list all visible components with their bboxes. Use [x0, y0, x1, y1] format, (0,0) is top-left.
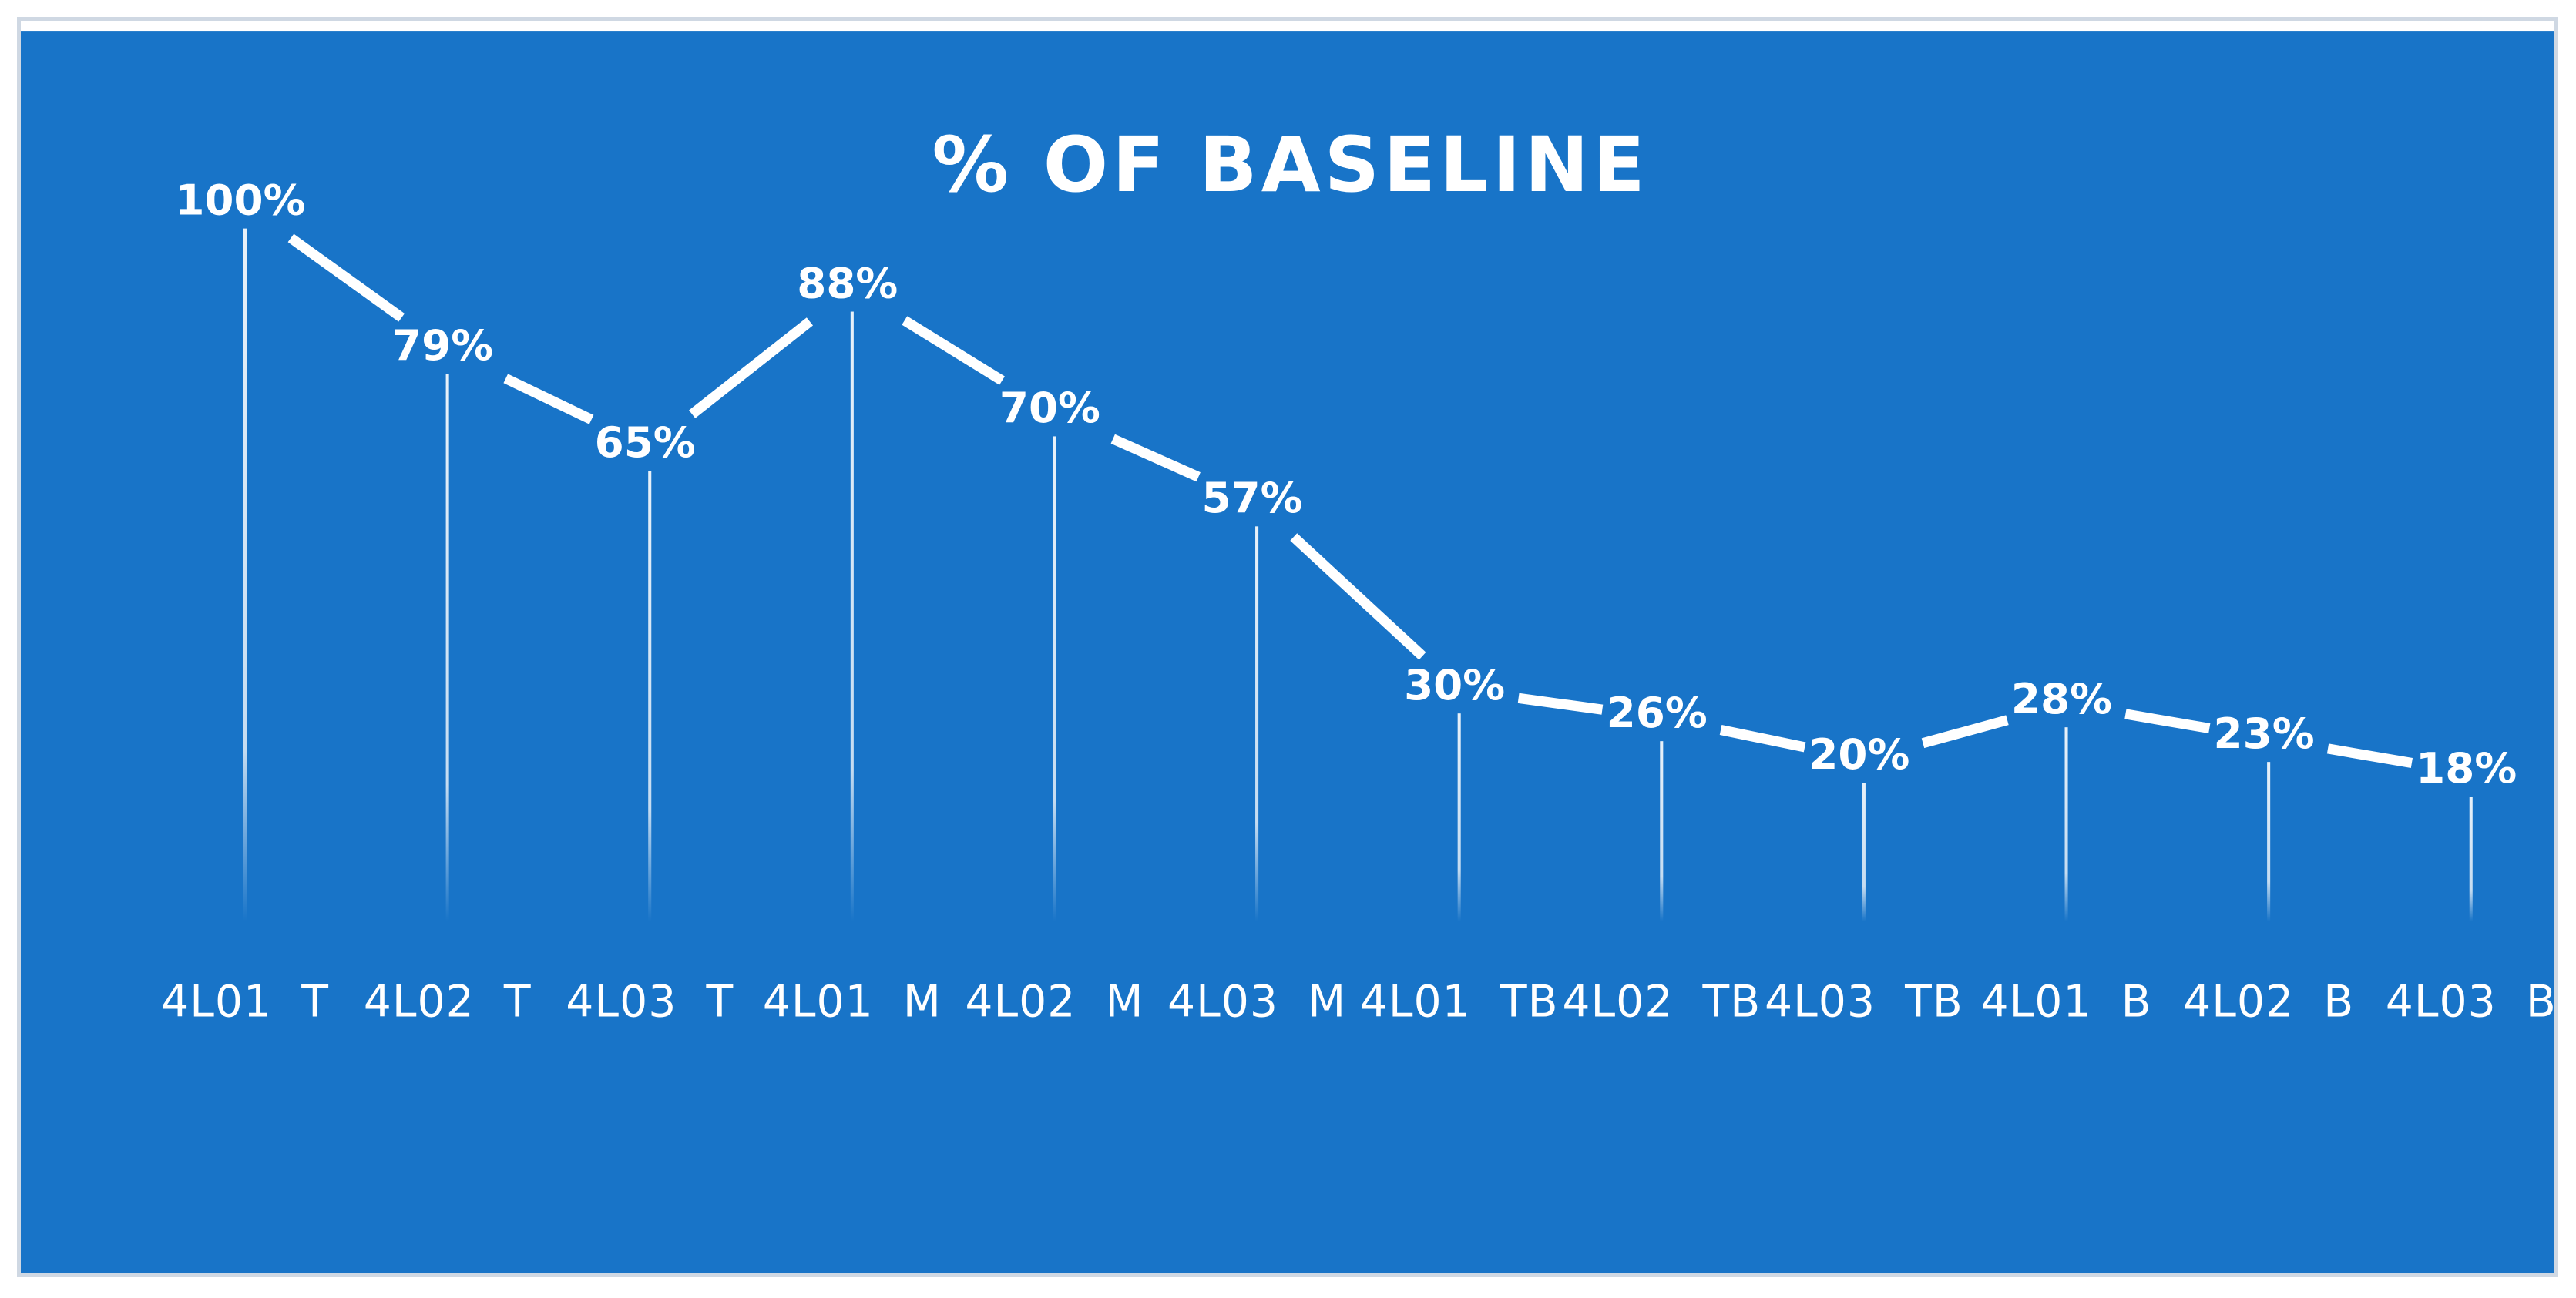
data-label: 18%: [2416, 743, 2517, 793]
x-tick-label: 4L02 M: [965, 977, 1144, 1028]
drop-line: [1660, 741, 1664, 921]
data-label: 30%: [1404, 660, 1505, 709]
drop-line: [850, 311, 854, 921]
x-axis-labels: 4L01 T 4L02 T 4L03 T 4L01 M 4L02 M 4L03 M 4L01…: [161, 977, 2557, 1028]
drop-line: [2064, 727, 2068, 921]
x-tick-label: 4L02 T: [364, 977, 532, 1028]
series-line-segment: [287, 233, 405, 322]
drop-line: [2469, 797, 2473, 921]
series-line-segment: [1517, 693, 1604, 715]
data-label: 23%: [2214, 709, 2315, 758]
drop-line: [1255, 526, 1259, 921]
chart-background: [21, 31, 2554, 1273]
chart-frame: % OF BASELINE 100% 79% 65% 88% 70% 57% 30% 26% 2…: [17, 17, 2558, 1277]
x-tick-label: 4L02 TB: [1562, 977, 1761, 1028]
x-tick-label: 4L01 B: [1980, 977, 2151, 1028]
x-tick-label: 4L01 M: [763, 977, 942, 1028]
drop-lines: [243, 228, 2473, 921]
series-line-segment: [2124, 709, 2211, 734]
data-label: 79%: [392, 320, 493, 370]
data-label: 88%: [797, 258, 898, 307]
chart: % OF BASELINE 100% 79% 65% 88% 70% 57% 30% 26% 2…: [21, 31, 2557, 1273]
series-line-segment: [1719, 725, 1806, 753]
series-line-segment: [503, 374, 594, 424]
drop-line: [2267, 762, 2271, 921]
data-label: 28%: [2011, 674, 2112, 723]
x-tick-label: 4L03 T: [566, 977, 734, 1028]
drop-line: [445, 374, 449, 921]
data-label: 20%: [1809, 729, 1909, 779]
drop-line: [1053, 436, 1056, 921]
drop-line: [1457, 713, 1461, 921]
series-line-segment: [689, 317, 814, 418]
series-line-segment: [902, 316, 1005, 385]
data-label: 57%: [1201, 473, 1302, 522]
data-label: 65%: [595, 418, 696, 467]
series-line-segment: [1290, 533, 1426, 660]
series-line: [287, 233, 2413, 769]
drop-line: [243, 228, 247, 921]
x-tick-label: 4L03 TB: [1765, 977, 1963, 1028]
x-tick-label: 4L01 TB: [1360, 977, 1559, 1028]
data-label: 100%: [175, 175, 305, 224]
drop-line: [648, 471, 652, 921]
series-line-segment: [1921, 715, 2009, 749]
series-line-segment: [2326, 743, 2413, 769]
series-line-segment: [1110, 434, 1201, 482]
chart-title: % OF BASELINE: [932, 121, 1648, 210]
x-tick-label: 4L03 B: [2386, 977, 2557, 1028]
x-tick-label: 4L01 T: [161, 977, 329, 1028]
drop-line: [1862, 783, 1866, 921]
data-labels: 100% 79% 65% 88% 70% 57% 30% 26% 20% 28% 23% 18%: [175, 175, 2517, 792]
data-label: 70%: [999, 383, 1100, 432]
data-label: 26%: [1607, 688, 1708, 737]
x-tick-label: 4L02 B: [2183, 977, 2354, 1028]
x-tick-label: 4L03 M: [1167, 977, 1346, 1028]
